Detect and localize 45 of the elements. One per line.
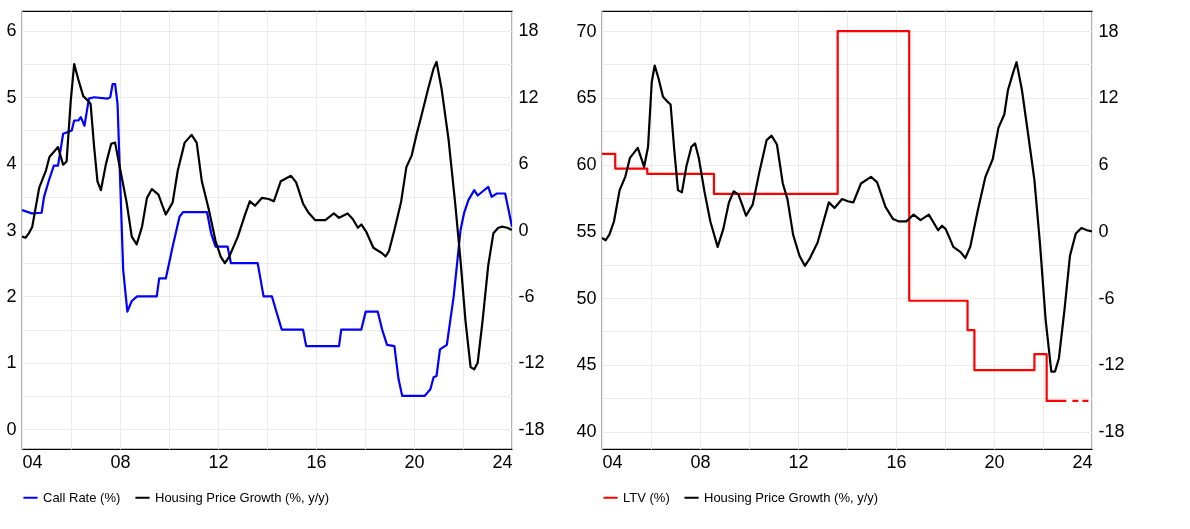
y-tick-label: 3: [6, 219, 17, 240]
x-tick-label: 24: [492, 451, 513, 472]
y-tick-label: 40: [576, 421, 597, 442]
x-tick-label: 20: [984, 451, 1005, 472]
y2-tick-label: -6: [518, 285, 535, 306]
x-tick-label: 20: [404, 451, 425, 472]
y2-tick-label: 0: [1098, 220, 1109, 241]
legend-label: LTV (%): [623, 489, 670, 505]
y-tick-label: 55: [576, 220, 597, 241]
y-tick-label: 45: [576, 354, 597, 375]
y2-tick-label: 18: [518, 20, 539, 41]
y2-tick-label: -18: [518, 418, 545, 439]
line-series: [602, 61, 1092, 373]
x-tick-label: 24: [1072, 451, 1093, 472]
x-tick-label: 04: [602, 451, 623, 472]
y-tick-label: 1: [6, 352, 17, 373]
y2-tick-label: 6: [1098, 154, 1109, 175]
y2-tick-label: -6: [1098, 287, 1115, 308]
y-tick-label: 60: [576, 154, 597, 175]
x-tick-label: 16: [886, 451, 907, 472]
y-tick-label: 65: [576, 87, 597, 108]
x-tick-label: 08: [110, 451, 131, 472]
y2-tick-label: 12: [1098, 87, 1119, 108]
y-tick-label: 5: [6, 86, 17, 107]
y2-tick-label: 18: [1098, 20, 1119, 41]
y-tick-label: 6: [6, 20, 17, 41]
y2-tick-label: 0: [518, 219, 529, 240]
y-tick-label: 2: [6, 285, 17, 306]
x-tick-label: 12: [208, 451, 229, 472]
y2-tick-label: -12: [1098, 354, 1125, 375]
legend-label: Housing Price Growth (%, y/y): [704, 489, 879, 505]
y2-tick-label: 12: [518, 86, 539, 107]
x-tick-label: 08: [690, 451, 711, 472]
y-tick-label: 0: [6, 418, 17, 439]
y2-tick-label: -12: [518, 352, 545, 373]
y-tick-label: 4: [6, 153, 17, 174]
y2-tick-label: -18: [1098, 421, 1125, 442]
y2-tick-label: 6: [518, 153, 529, 174]
legend-label: Call Rate (%): [43, 489, 121, 505]
x-tick-label: 12: [788, 451, 809, 472]
x-tick-label: 04: [22, 451, 43, 472]
y-tick-label: 50: [576, 287, 597, 308]
y-tick-label: 70: [576, 20, 597, 41]
x-tick-label: 16: [306, 451, 327, 472]
legend-label: Housing Price Growth (%, y/y): [155, 489, 330, 505]
